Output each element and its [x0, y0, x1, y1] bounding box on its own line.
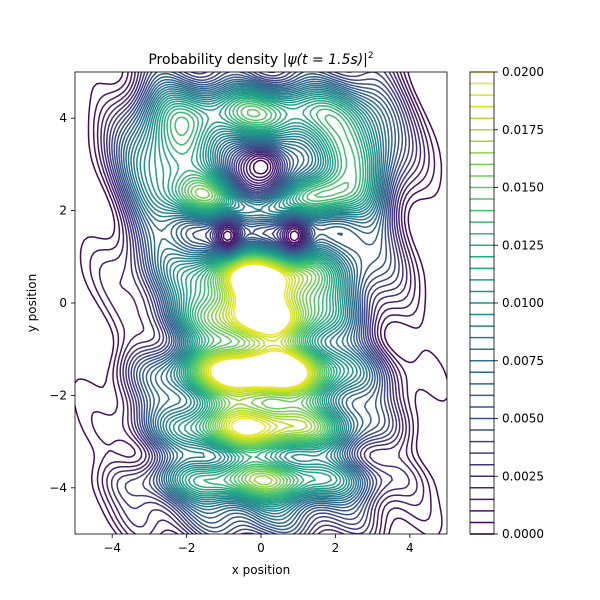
contour-level-25	[163, 97, 367, 500]
contour-level-21	[148, 91, 375, 506]
x-tick-label: 2	[332, 541, 340, 555]
contour-level-22	[154, 92, 373, 504]
contour-level-12	[120, 76, 397, 531]
contour-lines	[75, 72, 447, 534]
x-axis: −4 −2 0 2 4	[103, 534, 414, 555]
contour-level-4	[100, 72, 426, 534]
colorbar-tick-label: 0.0175	[502, 123, 544, 137]
contour-level-35	[202, 259, 316, 442]
contour-level-37	[205, 261, 313, 440]
colorbar-tick-label: 0.0125	[502, 238, 544, 252]
contour-level-3	[96, 72, 430, 534]
contour-level-18	[136, 87, 381, 512]
chart-title: Probability density |ψ(t = 1.5s)|2	[148, 51, 373, 68]
contour-level-36	[203, 260, 314, 441]
colorbar-ticks: 0.0000 0.0025 0.0050 0.0075 0.0100 0.0125 0.01…	[494, 65, 544, 541]
contour-level-16	[130, 84, 385, 518]
x-tick-label: 0	[257, 541, 265, 555]
contour-level-26	[166, 99, 364, 499]
contour-level-1	[75, 72, 447, 534]
colorbar: 0.0000 0.0025 0.0050 0.0075 0.0100 0.0125 0.01…	[469, 65, 544, 541]
contour-level-29	[184, 105, 350, 495]
colorbar-tick-label: 0.0200	[502, 65, 544, 79]
x-axis-label: x position	[232, 563, 290, 577]
contour-level-34	[200, 259, 317, 486]
colorbar-tick-label: 0.0150	[502, 181, 544, 195]
colorbar-lines	[470, 71, 494, 535]
colorbar-tick-label: 0.0025	[502, 469, 544, 483]
contour-level-6	[106, 72, 418, 534]
contour-level-11	[118, 72, 400, 534]
contour-level-2	[89, 72, 436, 534]
contour-level-31	[190, 184, 323, 492]
contour-level-28	[174, 102, 357, 496]
contour-level-5	[103, 72, 422, 534]
contour-level-27	[169, 100, 361, 497]
contour-level-9	[113, 72, 407, 534]
contour-level-14	[125, 80, 390, 524]
y-tick-label: −4	[49, 481, 67, 495]
x-tick-label: −2	[178, 541, 196, 555]
contour-level-39	[209, 263, 309, 437]
contour-level-17	[133, 85, 383, 515]
y-tick-label: −2	[49, 388, 67, 402]
x-tick-label: −4	[103, 541, 121, 555]
contour-level-33	[199, 258, 319, 488]
colorbar-tick-label: 0.0075	[502, 354, 544, 368]
contour-level-24	[160, 95, 369, 501]
y-axis-label: y position	[25, 274, 39, 332]
plot-area: −4 −2 0 2 4 −4 −2 0 2 4	[49, 71, 448, 555]
contour-level-8	[111, 72, 411, 534]
title-exponent: 2	[368, 51, 374, 61]
y-axis: −4 −2 0 2 4	[49, 111, 75, 495]
colorbar-tick-label: 0.0050	[502, 412, 544, 426]
colorbar-tick-label: 0.0000	[502, 527, 544, 541]
colorbar-tick-label: 0.0100	[502, 296, 544, 310]
contour-level-20	[143, 90, 377, 508]
contour-level-23	[158, 94, 371, 503]
y-tick-label: 4	[59, 111, 67, 125]
contour-level-30	[187, 108, 324, 493]
x-tick-label: 4	[406, 541, 414, 555]
contour-level-32	[194, 187, 321, 490]
title-math: |ψ(t = 1.5s)|	[283, 52, 368, 68]
y-tick-label: 0	[59, 296, 67, 310]
contour-level-7	[108, 72, 414, 534]
y-tick-label: 2	[59, 204, 67, 218]
contour-level-38	[207, 262, 311, 438]
contour-level-19	[139, 88, 379, 510]
